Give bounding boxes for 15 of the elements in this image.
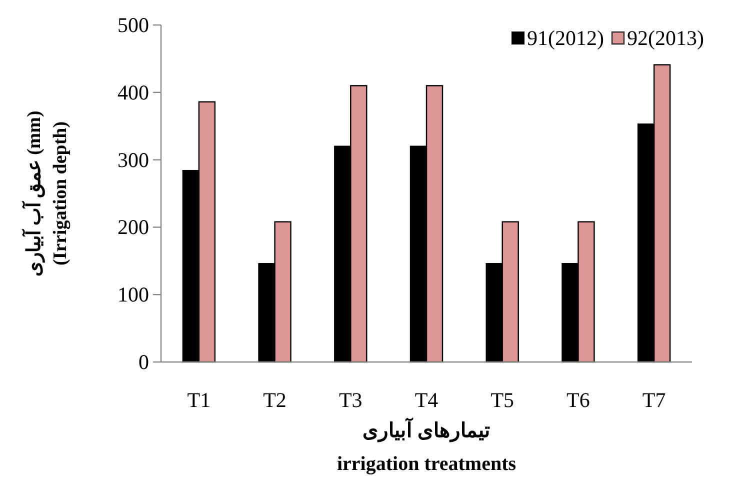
x-tick-label: T3 <box>338 388 362 412</box>
x-tick-label: T2 <box>263 388 286 412</box>
y-tick-label: 0 <box>138 350 149 374</box>
x-tick-label: T1 <box>187 388 211 412</box>
y-tick-label: 300 <box>118 148 149 172</box>
legend-label: 91(2012) <box>527 26 604 50</box>
y-tick-label: 400 <box>118 80 149 104</box>
legend-label: 92(2013) <box>627 26 704 50</box>
y-tick-label: 100 <box>118 282 149 307</box>
x-tick-label: T4 <box>414 388 439 412</box>
y-tick-label: 500 <box>118 13 149 37</box>
y-tick-label: 200 <box>118 215 149 240</box>
x-tick-label: T5 <box>490 388 514 412</box>
x-tick-label: T7 <box>642 388 666 412</box>
x-tick-label: T6 <box>566 388 590 412</box>
